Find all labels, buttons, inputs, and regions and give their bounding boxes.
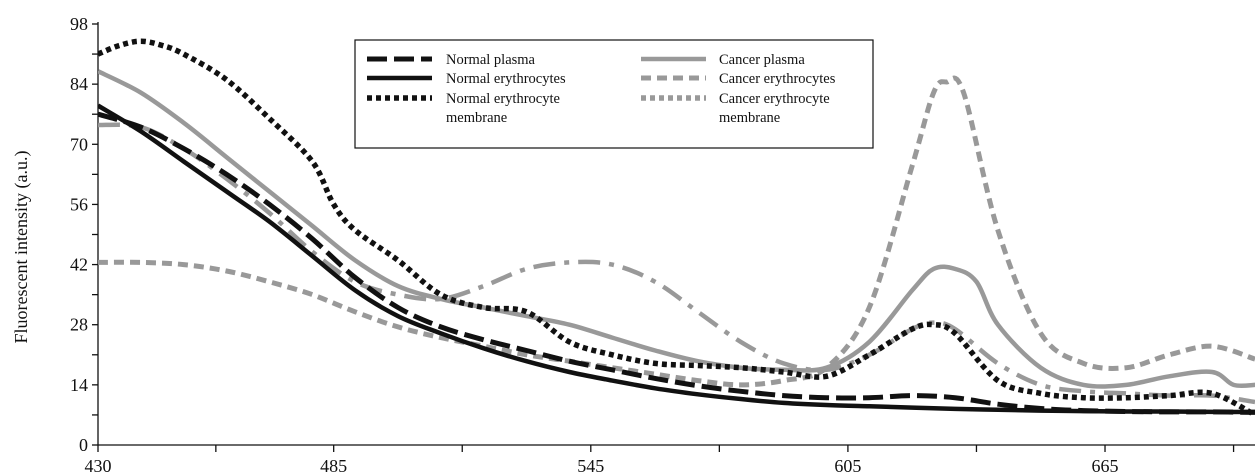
series-lines — [98, 38, 1255, 418]
legend-label: membrane — [719, 110, 780, 126]
legend-label: Cancer erythrocytes — [719, 71, 836, 87]
y-tick-label: 70 — [70, 134, 88, 154]
legend-label: membrane — [446, 110, 507, 126]
legend-label: Cancer erythrocyte — [719, 91, 830, 107]
y-tick-label: 98 — [70, 14, 88, 34]
legend-label: Normal erythrocytes — [446, 71, 566, 87]
series-line-normal-erythrocyte-membrane — [98, 38, 1255, 418]
y-tick-label: 14 — [70, 375, 88, 395]
y-axis-label: Fluorescent intensity (a.u.) — [11, 151, 32, 344]
x-tick-label: 605 — [834, 456, 861, 476]
legend-label: Normal erythrocyte — [446, 91, 560, 107]
x-tick-label: 430 — [85, 456, 112, 476]
series-line-cancer-erythrocytes — [98, 122, 1255, 405]
x-tick-label: 545 — [577, 456, 604, 476]
x-tick-label: 665 — [1092, 456, 1119, 476]
series-line-normal-erythrocytes — [98, 103, 1255, 415]
x-tick-label: 485 — [320, 456, 347, 476]
series-line-normal-plasma — [98, 111, 1255, 415]
y-tick-label: 28 — [70, 315, 88, 335]
y-tick-label: 84 — [70, 74, 88, 94]
y-tick-label: 42 — [70, 255, 88, 275]
legend-label: Normal plasma — [446, 52, 536, 68]
series-line-cancer-erythrocyte-membrane — [98, 75, 1255, 388]
legend: Normal plasma Normal erythrocytes Normal e… — [354, 39, 874, 149]
y-tick-label: 56 — [70, 194, 88, 214]
axes: 0 14 28 42 56 70 84 98 430 485 545 605 665 — [70, 14, 1255, 476]
legend-box — [354, 39, 874, 149]
y-tick-label: 0 — [79, 435, 88, 455]
series-line-cancer-plasma — [98, 69, 1255, 389]
legend-label: Cancer plasma — [719, 52, 805, 68]
